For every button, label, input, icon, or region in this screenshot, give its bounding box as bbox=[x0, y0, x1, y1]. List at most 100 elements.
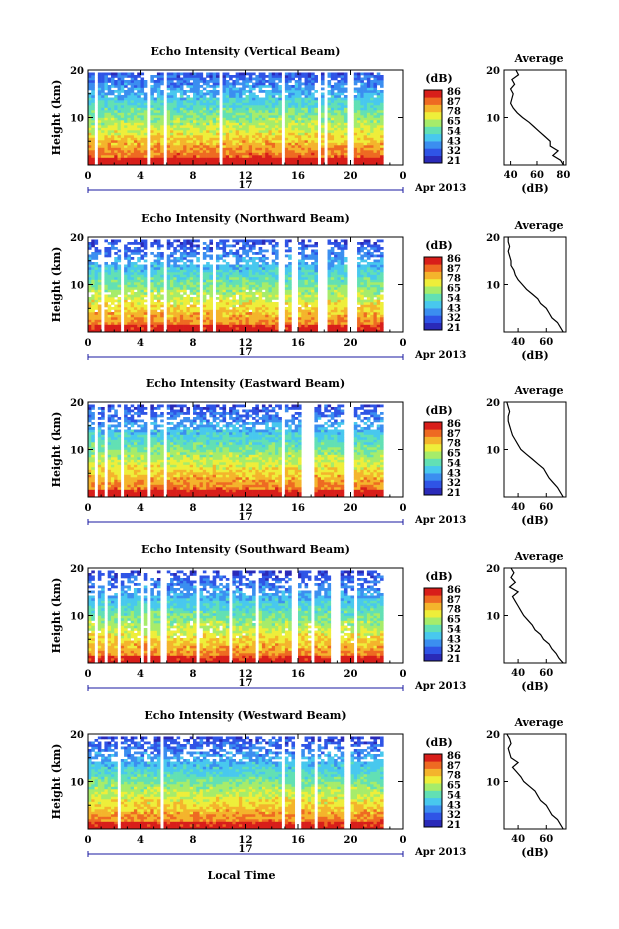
colorbar-level: 87 bbox=[447, 97, 461, 108]
colorbar-level: 43 bbox=[447, 468, 461, 479]
colorbar-swatch bbox=[424, 308, 442, 316]
heatmap-cells bbox=[88, 404, 384, 498]
colorbar-swatch bbox=[424, 119, 442, 127]
colorbar-level: 78 bbox=[447, 605, 461, 616]
colorbar-swatch bbox=[424, 264, 442, 272]
avg-x-axis-label: (dB) bbox=[521, 846, 548, 859]
colorbar-level: 32 bbox=[447, 478, 461, 489]
y-tick-label: 10 bbox=[70, 778, 84, 789]
colorbar-level: 21 bbox=[447, 654, 461, 665]
colorbar-level: 86 bbox=[447, 419, 461, 430]
colorbar-swatch bbox=[424, 617, 442, 625]
colorbar-swatch bbox=[424, 805, 442, 813]
avg-x-tick-label: 60 bbox=[539, 834, 553, 845]
colorbar-swatch bbox=[424, 155, 442, 164]
avg-x-tick-label: 40 bbox=[511, 502, 525, 513]
colorbar-swatch bbox=[424, 631, 442, 640]
colorbar-swatch bbox=[424, 588, 442, 596]
x-tick-label: 12 bbox=[239, 503, 253, 514]
y-axis-label: Height (km) bbox=[50, 412, 63, 488]
colorbar-swatch bbox=[424, 429, 442, 437]
panel-2: Echo Intensity (Eastward Beam) 0 4 8 12 16 20 0… bbox=[50, 377, 567, 527]
colorbar-swatch bbox=[424, 104, 442, 113]
avg-x-axis-label: (dB) bbox=[521, 514, 548, 527]
avg-y-tick-label: 20 bbox=[486, 730, 500, 741]
y-tick-label: 20 bbox=[70, 564, 84, 575]
colorbar-frame bbox=[423, 421, 443, 496]
colorbar-swatch bbox=[424, 322, 442, 331]
colorbar-swatch bbox=[424, 451, 442, 459]
chart-title: Echo Intensity (Vertical Beam) bbox=[150, 45, 340, 58]
x-tick-label: 20 bbox=[344, 338, 358, 349]
colorbar-swatch bbox=[424, 819, 442, 828]
y-tick-label: 10 bbox=[70, 446, 84, 457]
colorbar-level: 86 bbox=[447, 87, 461, 98]
colorbar-level: 65 bbox=[447, 284, 461, 295]
x-tick-label: 4 bbox=[137, 171, 144, 182]
x-tick-label: 0 bbox=[400, 338, 407, 349]
y-tick-label: 20 bbox=[70, 66, 84, 77]
colorbar-swatch bbox=[424, 97, 442, 105]
month-year-label: Apr 2013 bbox=[414, 681, 466, 692]
x-tick-label: 4 bbox=[137, 835, 144, 846]
avg-y-tick-label: 10 bbox=[486, 778, 500, 789]
colorbar-swatch bbox=[424, 812, 442, 820]
y-axis-label: Height (km) bbox=[50, 247, 63, 323]
heatmap-cells bbox=[88, 72, 384, 166]
average-frame bbox=[503, 69, 567, 166]
colorbar-swatch bbox=[424, 609, 442, 618]
avg-y-tick-label: 10 bbox=[486, 281, 500, 292]
colorbar-swatch bbox=[424, 271, 442, 280]
x-tick-label: 16 bbox=[291, 835, 305, 846]
colorbar-swatch bbox=[424, 436, 442, 445]
colorbar-level: 43 bbox=[447, 136, 461, 147]
chart-title: Echo Intensity (Northward Beam) bbox=[141, 212, 350, 225]
month-year-label: Apr 2013 bbox=[414, 847, 466, 858]
avg-x-tick-label: 60 bbox=[539, 502, 553, 513]
avg-x-tick-label: 60 bbox=[530, 170, 544, 181]
colorbar-swatch bbox=[424, 754, 442, 762]
average-line bbox=[506, 733, 564, 830]
month-year-label: Apr 2013 bbox=[414, 350, 466, 361]
colorbar-swatch bbox=[424, 141, 442, 149]
heatmap-cells bbox=[88, 736, 384, 830]
avg-y-tick-label: 20 bbox=[486, 233, 500, 244]
chart-title: Echo Intensity (Southward Beam) bbox=[141, 543, 350, 556]
month-year-label: Apr 2013 bbox=[414, 183, 466, 194]
colorbar-level: 21 bbox=[447, 156, 461, 167]
x-tick-label: 20 bbox=[344, 669, 358, 680]
colorbar-swatch bbox=[424, 90, 442, 98]
y-tick-label: 20 bbox=[70, 398, 84, 409]
colorbar-level: 87 bbox=[447, 761, 461, 772]
colorbar-frame bbox=[423, 89, 443, 164]
avg-y-tick-label: 20 bbox=[486, 66, 500, 77]
avg-x-axis-label: (dB) bbox=[521, 349, 548, 362]
average-line bbox=[509, 69, 564, 166]
x-tick-label: 20 bbox=[344, 503, 358, 514]
y-axis-label: Height (km) bbox=[50, 578, 63, 654]
colorbar-swatch bbox=[424, 473, 442, 481]
chart-title: Echo Intensity (Eastward Beam) bbox=[146, 377, 345, 390]
colorbar-swatch bbox=[424, 293, 442, 302]
y-tick-label: 20 bbox=[70, 233, 84, 244]
avg-y-tick-label: 20 bbox=[486, 398, 500, 409]
colorbar-level: 86 bbox=[447, 751, 461, 762]
y-axis-label: Height (km) bbox=[50, 80, 63, 156]
avg-y-tick-label: 10 bbox=[486, 612, 500, 623]
average-profile: Average 20 10 40 60 80 (dB) bbox=[486, 52, 570, 195]
y-tick-label: 10 bbox=[70, 281, 84, 292]
colorbar-swatch bbox=[424, 653, 442, 662]
x-tick-label: 16 bbox=[291, 669, 305, 680]
x-tick-label: 16 bbox=[291, 338, 305, 349]
colorbar-swatch bbox=[424, 797, 442, 806]
avg-y-tick-label: 10 bbox=[486, 114, 500, 125]
colorbar-unit: (dB) bbox=[425, 736, 452, 749]
average-frame bbox=[503, 401, 567, 498]
colorbar-swatch bbox=[424, 639, 442, 647]
panel-4: Echo Intensity (Westward Beam) 0 4 8 12 16 20 0… bbox=[50, 709, 567, 859]
average-line bbox=[508, 567, 564, 664]
colorbar-swatch bbox=[424, 768, 442, 777]
colorbar-level: 21 bbox=[447, 323, 461, 334]
colorbar-level: 87 bbox=[447, 264, 461, 275]
